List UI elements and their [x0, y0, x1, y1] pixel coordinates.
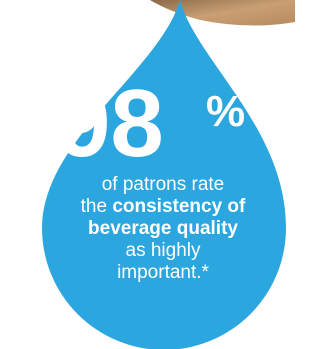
- caption-line: beverage quality: [88, 218, 238, 239]
- caption-line: of patrons rate: [102, 174, 225, 195]
- caption-line: as highly: [126, 240, 201, 261]
- caption-emphasis: consistency of: [112, 196, 246, 217]
- caption-text: as highly: [126, 240, 201, 261]
- caption-emphasis: beverage quality: [88, 218, 238, 239]
- caption-text: important.*: [117, 262, 209, 283]
- caption-text: of patrons rate: [102, 174, 225, 195]
- stat-unit: %: [206, 87, 245, 136]
- caption-line: important.*: [117, 262, 209, 283]
- stat-number: 98: [57, 70, 164, 177]
- caption-line: the consistency of: [81, 196, 246, 217]
- caption-text: the: [81, 196, 107, 217]
